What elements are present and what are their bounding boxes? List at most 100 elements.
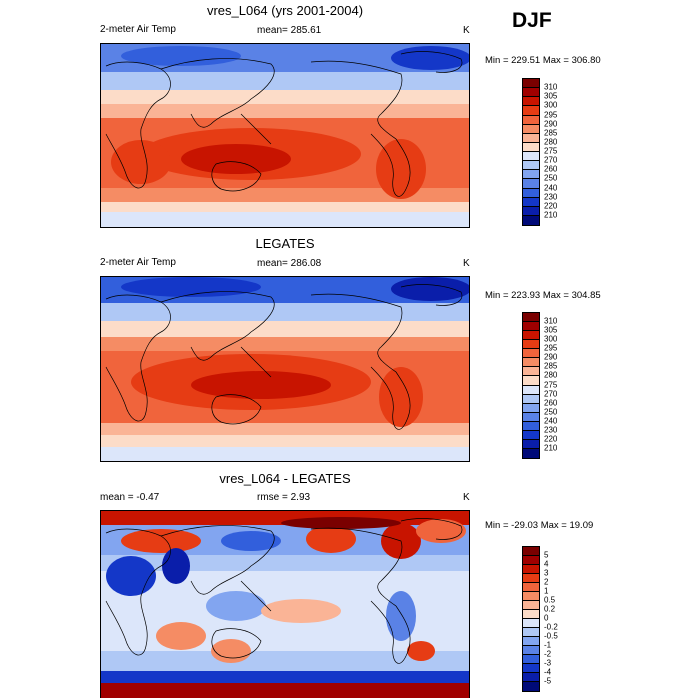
colorbar-swatch (523, 367, 539, 377)
colorbar-swatch (523, 322, 539, 332)
colorbar-tick-label: 275 (544, 146, 558, 156)
panel-1-coastlines (105, 51, 463, 197)
colorbar-tick-label: 260 (544, 164, 558, 174)
panel-2-mean-label: mean= 286.08 (257, 258, 322, 269)
colorbar-tick-label: 280 (544, 137, 558, 147)
colorbar-tick-label: 310 (544, 82, 558, 92)
colorbar-tick-label: 5 (544, 550, 549, 560)
colorbar-swatch (523, 106, 539, 116)
colorbar-swatch (523, 430, 539, 440)
panel-3-units-label: K (463, 492, 470, 503)
colorbar-swatch (523, 376, 539, 386)
panel-3-map (100, 510, 470, 698)
colorbar-tick-label: 250 (544, 173, 558, 183)
colorbar-tick-label: 230 (544, 192, 558, 202)
panel-3-colorbar (522, 546, 540, 692)
colorbar-swatch (523, 340, 539, 350)
colorbar-swatch (523, 664, 539, 673)
colorbar-swatch (523, 412, 539, 422)
colorbar-tick-label: 3 (544, 568, 549, 578)
colorbar-tick-label: 270 (544, 389, 558, 399)
colorbar-tick-label: -3 (544, 658, 552, 668)
colorbar-swatch (523, 358, 539, 368)
colorbar-swatch (523, 601, 539, 610)
colorbar-swatch (523, 574, 539, 583)
colorbar-swatch (523, 188, 539, 198)
colorbar-swatch (523, 179, 539, 189)
colorbar-swatch (523, 88, 539, 98)
colorbar-swatch (523, 592, 539, 601)
colorbar-swatch (523, 161, 539, 171)
colorbar-swatch (523, 682, 539, 691)
colorbar-swatch (523, 97, 539, 107)
colorbar-swatch (523, 142, 539, 152)
colorbar-tick-label: 4 (544, 559, 549, 569)
panel-3-coastlines (105, 518, 463, 664)
panel-3-title: vres_L064 - LEGATES (219, 471, 351, 486)
colorbar-tick-label: 260 (544, 398, 558, 408)
colorbar-tick-label: 290 (544, 119, 558, 129)
panel-3-mean-label: mean = -0.47 (100, 492, 160, 503)
colorbar-swatch (523, 556, 539, 565)
colorbar-swatch (523, 547, 539, 556)
panel-2-minmax: Min = 223.93 Max = 304.85 (485, 290, 601, 301)
panel-2-temperature-field (101, 277, 469, 461)
colorbar-tick-label: 220 (544, 201, 558, 211)
colorbar-tick-label: 285 (544, 128, 558, 138)
colorbar-tick-label: -0.2 (544, 622, 558, 632)
colorbar-swatch (523, 206, 539, 216)
colorbar-swatch (523, 619, 539, 628)
colorbar-swatch (523, 673, 539, 682)
colorbar-tick-label: 285 (544, 361, 558, 371)
colorbar-tick-label: 240 (544, 183, 558, 192)
colorbar-tick-label: 0 (544, 613, 549, 623)
colorbar-tick-label: 295 (544, 343, 558, 353)
panel-2-units-label: K (463, 258, 470, 269)
colorbar-tick-label: 310 (544, 316, 558, 326)
colorbar-tick-label: 280 (544, 370, 558, 380)
panel-1-temperature-field (101, 44, 469, 227)
colorbar-swatch (523, 115, 539, 125)
colorbar-tick-label: -1 (544, 640, 552, 650)
colorbar-tick-label: 305 (544, 91, 558, 101)
colorbar-swatch (523, 197, 539, 207)
colorbar-swatch (523, 79, 539, 89)
panel-3-minmax: Min = -29.03 Max = 19.09 (485, 520, 594, 531)
colorbar-swatch (523, 331, 539, 341)
panel-1-mean-label: mean= 285.61 (257, 25, 322, 36)
colorbar-swatch (523, 439, 539, 449)
colorbar-swatch (523, 403, 539, 413)
colorbar-tick-label: 210 (544, 210, 558, 220)
panel-1-variable-label: 2-meter Air Temp (100, 24, 176, 35)
panel-3-rmse-label: rmse = 2.93 (257, 492, 311, 503)
colorbar-tick-label: 0.2 (544, 604, 556, 614)
colorbar-tick-label: 300 (544, 100, 558, 110)
colorbar-swatch (523, 385, 539, 395)
colorbar-swatch (523, 313, 539, 323)
colorbar-swatch (523, 655, 539, 664)
colorbar-swatch (523, 565, 539, 574)
colorbar-tick-label: 0.5 (544, 595, 556, 605)
colorbar-swatch (523, 133, 539, 143)
season-label: DJF (512, 9, 552, 32)
colorbar-swatch (523, 152, 539, 162)
colorbar-tick-label: 295 (544, 110, 558, 119)
panel-1-units-label: K (463, 25, 470, 36)
colorbar-tick-label: 270 (544, 155, 558, 165)
colorbar-swatch (523, 394, 539, 404)
colorbar-tick-label: 305 (544, 325, 558, 335)
colorbar-tick-label: 290 (544, 352, 558, 362)
panel-2-coastlines (105, 284, 463, 430)
colorbar-swatch (523, 170, 539, 180)
colorbar-tick-label: 1 (544, 586, 549, 596)
panel-1-colorbar (522, 78, 540, 226)
colorbar-tick-label: 210 (544, 443, 558, 453)
colorbar-tick-label: 240 (544, 416, 558, 426)
panel-1-map (100, 43, 470, 228)
colorbar-swatch (523, 448, 539, 458)
colorbar-tick-label: 230 (544, 425, 558, 435)
colorbar-tick-label: -4 (544, 667, 552, 677)
panel-3-difference-field (101, 511, 469, 698)
panel-2-map (100, 276, 470, 462)
colorbar-tick-label: 220 (544, 434, 558, 444)
